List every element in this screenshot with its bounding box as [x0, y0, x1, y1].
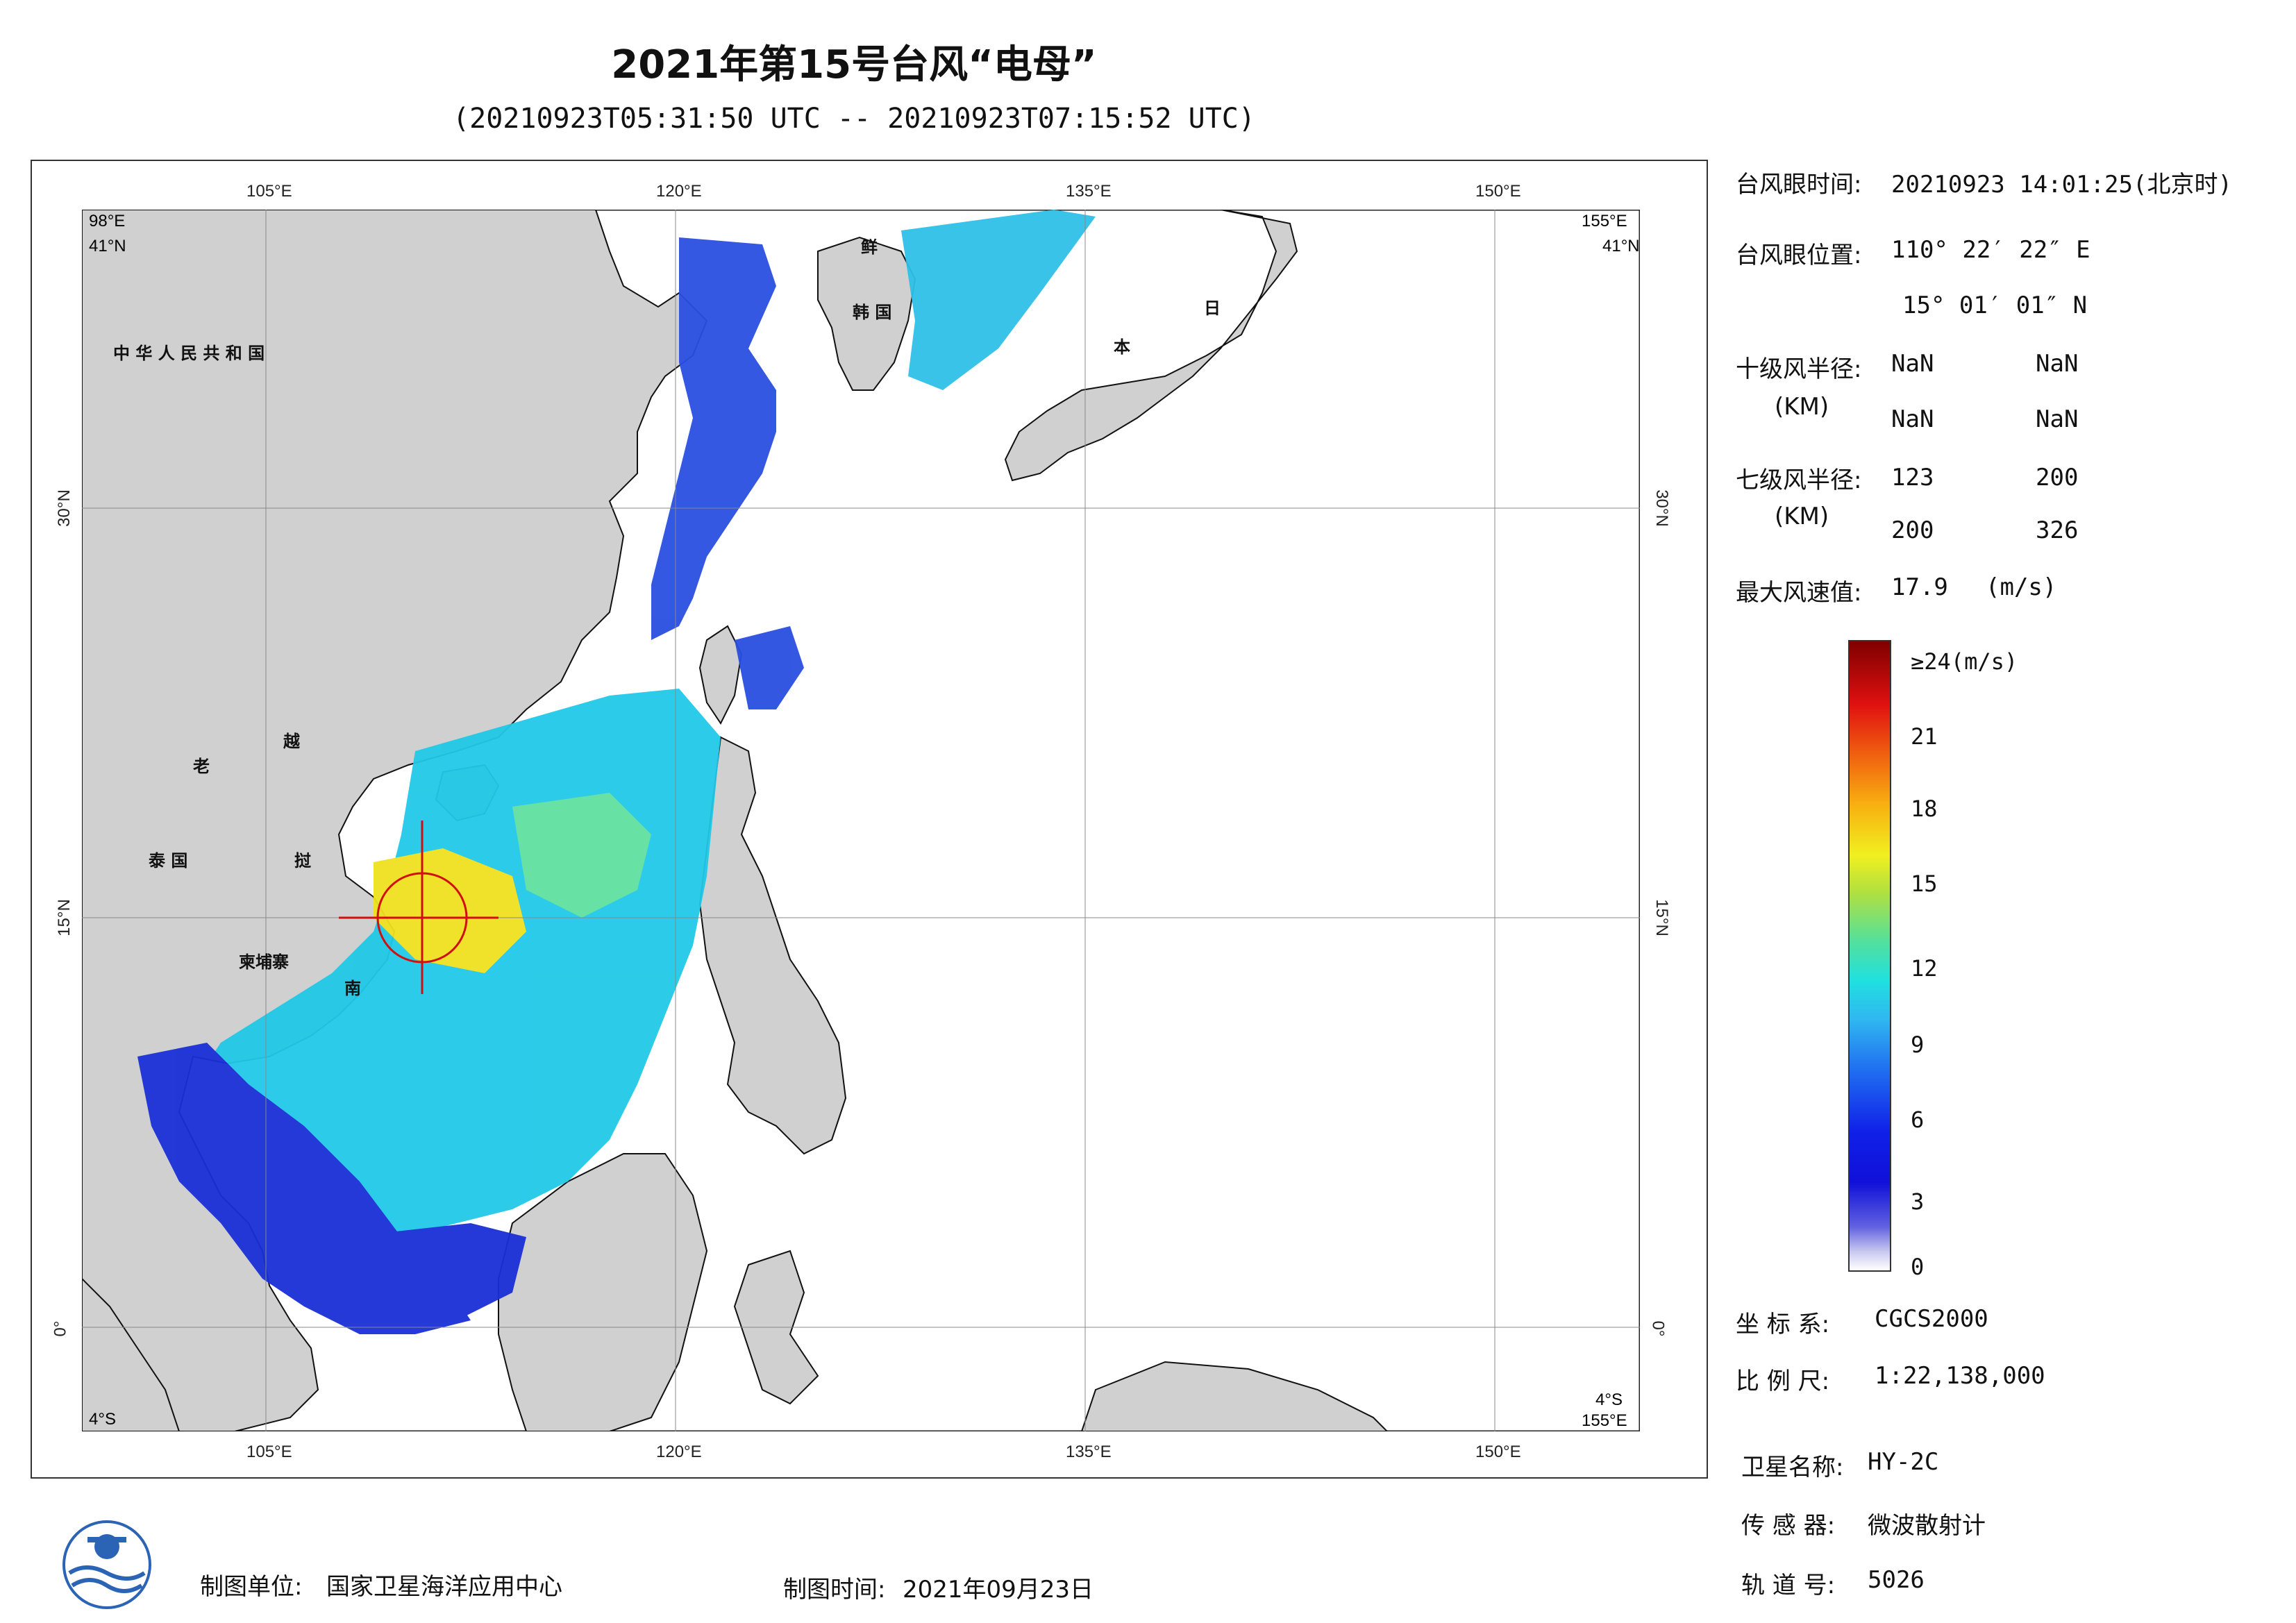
- date-label: 制图时间:: [783, 1576, 886, 1604]
- swath-high-wind-core: [374, 848, 526, 973]
- r10-sw: NaN: [1891, 405, 1934, 433]
- left-tick-15n: 15°N: [54, 899, 74, 936]
- r7-sw: 200: [1891, 516, 1934, 544]
- bottom-tick-150: 150°E: [1475, 1443, 1521, 1461]
- corner-lat-tr: 41°N: [1602, 237, 1640, 255]
- r10-label: 十级风半径:: [1736, 355, 1862, 383]
- sensor-label: 传 感 器:: [1741, 1512, 1836, 1540]
- top-tick-120: 120°E: [656, 182, 702, 201]
- swath-east-china-sea: [651, 237, 776, 640]
- right-tick-15n: 15°N: [1652, 899, 1671, 936]
- legend-tick-15: 15: [1911, 871, 1938, 897]
- r7-nw: 326: [2036, 516, 2079, 544]
- country-label-cambodia: 柬埔寨: [239, 952, 289, 972]
- date-value: 2021年09月23日: [903, 1576, 1094, 1604]
- legend-tick-3: 3: [1911, 1188, 1925, 1215]
- country-label-dprk: 鲜: [861, 237, 878, 257]
- eye-pos-lon: 110° 22′ 22″ E: [1891, 236, 2090, 264]
- top-tick-150: 150°E: [1475, 182, 1521, 201]
- legend-top-label: ≥24(m/s): [1911, 648, 2018, 675]
- satellite-value: HY-2C: [1868, 1448, 1939, 1476]
- sensor-value: 微波散射计: [1868, 1512, 1986, 1540]
- maker-label: 制图单位:: [200, 1573, 303, 1601]
- corner-lon-br: 155°E: [1582, 1411, 1627, 1430]
- r10-nw: NaN: [2036, 405, 2079, 433]
- nsoas-logo: [62, 1520, 151, 1609]
- corner-lon-tl: 98°E: [89, 212, 125, 230]
- wind-speed-swath: [137, 210, 1096, 1334]
- r10-ne: NaN: [1891, 350, 1934, 378]
- map-frame: [31, 160, 1708, 1479]
- coord-system-label: 坐 标 系:: [1736, 1311, 1830, 1338]
- scale-value: 1:22,138,000: [1875, 1362, 2045, 1390]
- max-wind-unit: (m/s): [1986, 573, 2057, 601]
- time-range-subtitle: (20210923T05:31:50 UTC -- 20210923T07:15…: [453, 103, 1255, 135]
- country-label-japan-2: 本: [1114, 337, 1130, 357]
- country-label-vietnam-1: 越: [283, 732, 301, 751]
- eye-time-value: 20210923 14:01:25(北京时): [1891, 171, 2232, 199]
- country-label-laos-2: 挝: [294, 851, 312, 871]
- legend-tick-18: 18: [1911, 796, 1938, 822]
- country-label-laos: 老: [193, 757, 210, 776]
- max-wind-value: 17.9: [1891, 573, 1948, 601]
- scale-label: 比 例 尺:: [1736, 1368, 1830, 1395]
- legend-tick-6: 6: [1911, 1107, 1925, 1133]
- left-tick-0: 0°: [51, 1320, 70, 1337]
- max-wind-label: 最大风速值:: [1736, 579, 1862, 607]
- legend-tick-12: 12: [1911, 955, 1938, 982]
- r10-se: NaN: [2036, 350, 2079, 378]
- eye-time-label: 台风眼时间:: [1736, 171, 1862, 199]
- land-borneo: [498, 1153, 708, 1431]
- wind-field-map: 中 华 人 民 共 和 国 鲜 韩 国 日 本 老 越 泰 国 挝 柬埔寨 南 …: [82, 210, 1640, 1431]
- land-sumatra: [82, 1277, 181, 1431]
- land-philippines: [698, 736, 847, 1155]
- r7-se: 200: [2036, 464, 2079, 491]
- swath-sea-of-japan: [901, 210, 1096, 390]
- maker-value: 国家卫星海洋应用中心: [326, 1573, 562, 1601]
- land-new-guinea: [1080, 1361, 1389, 1431]
- satellite-label: 卫星名称:: [1741, 1454, 1844, 1481]
- country-label-japan-1: 日: [1204, 298, 1221, 318]
- land-japan: [1004, 210, 1298, 482]
- top-tick-105: 105°E: [246, 182, 292, 201]
- country-label-vietnam-2: 南: [344, 979, 361, 998]
- typhoon-eye-marker: [339, 821, 498, 994]
- legend-tick-9: 9: [1911, 1032, 1925, 1058]
- wind-speed-colorbar: [1848, 640, 1891, 1272]
- corner-lon-tr: 155°E: [1582, 212, 1627, 230]
- page-title: 2021年第15号台风“电母”: [611, 42, 1097, 87]
- right-tick-0: 0°: [1648, 1320, 1668, 1337]
- corner-lat-bl: 4°S: [89, 1410, 116, 1429]
- country-label-korea: 韩 国: [853, 303, 891, 322]
- eye-pos-lat: 15° 01′ 01″ N: [1902, 292, 2088, 319]
- swath-borneo-north: [346, 1223, 526, 1320]
- orbit-label: 轨 道 号:: [1741, 1572, 1836, 1599]
- left-tick-30n: 30°N: [54, 489, 74, 527]
- right-tick-30n: 30°N: [1652, 489, 1671, 527]
- country-label-china: 中 华 人 民 共 和 国: [113, 344, 265, 363]
- coord-system-value: CGCS2000: [1875, 1305, 1988, 1333]
- corner-lat-tl: 41°N: [89, 237, 126, 255]
- bottom-tick-135: 135°E: [1066, 1443, 1112, 1461]
- corner-lat-br: 4°S: [1595, 1390, 1623, 1409]
- land-korea: [817, 236, 916, 391]
- land-taiwan: [698, 625, 743, 725]
- r7-label: 七级风半径:: [1736, 466, 1862, 494]
- r7-unit: (KM): [1775, 503, 1829, 530]
- r10-unit: (KM): [1775, 393, 1829, 421]
- country-label-thailand: 泰 国: [149, 851, 187, 871]
- eye-pos-label: 台风眼位置:: [1736, 242, 1862, 269]
- swath-taiwan-east: [735, 626, 804, 709]
- legend-tick-0: 0: [1911, 1254, 1925, 1280]
- graticule: [82, 210, 1640, 1431]
- r7-ne: 123: [1891, 464, 1934, 491]
- top-tick-135: 135°E: [1066, 182, 1112, 201]
- bottom-tick-105: 105°E: [246, 1443, 292, 1461]
- bottom-tick-120: 120°E: [656, 1443, 702, 1461]
- legend-tick-21: 21: [1911, 723, 1938, 750]
- swath-mid-wind: [512, 793, 651, 918]
- orbit-value: 5026: [1868, 1566, 1925, 1594]
